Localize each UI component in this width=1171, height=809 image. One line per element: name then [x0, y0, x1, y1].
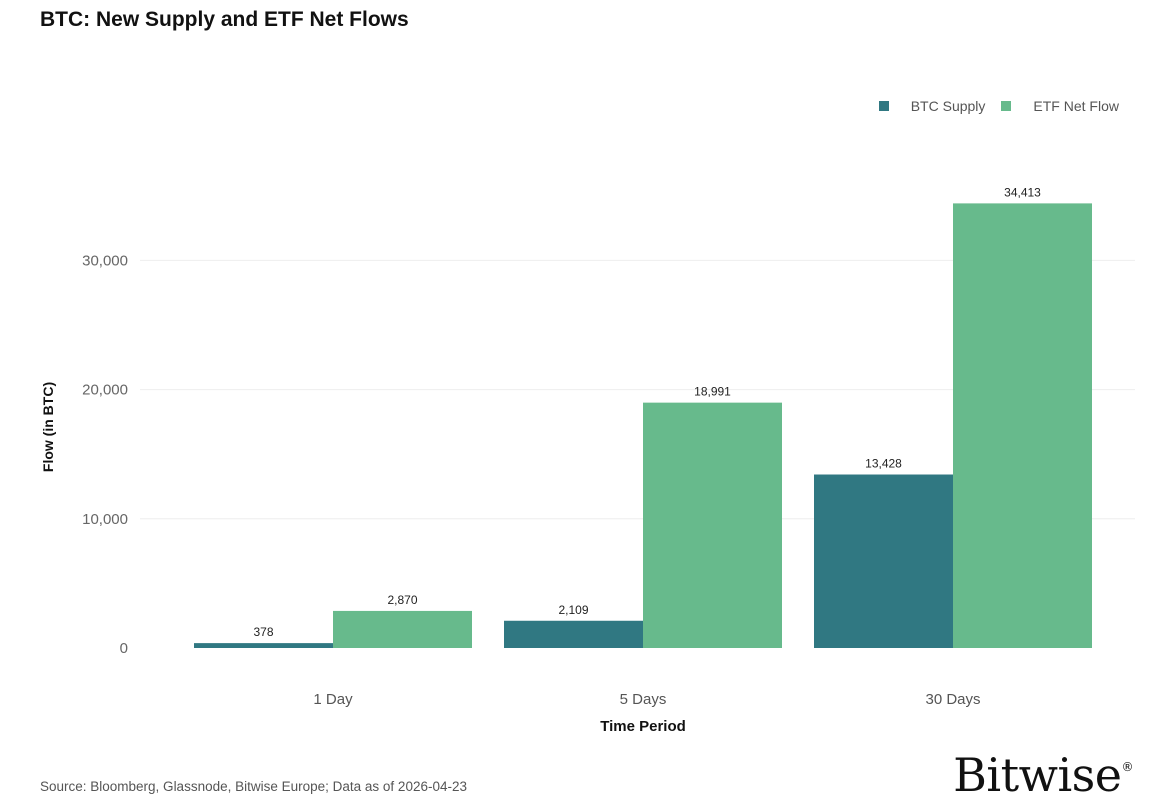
bar [953, 203, 1092, 648]
legend-swatch-etf-net-flow [1001, 101, 1012, 111]
x-tick-label: 1 Day [313, 691, 353, 708]
y-axis-title: Flow (in BTC) [40, 382, 56, 472]
data-label: 34,413 [1004, 185, 1041, 199]
bar [333, 610, 472, 648]
data-label: 2,109 [558, 603, 588, 617]
data-label: 18,991 [694, 385, 731, 399]
legend-label-etf-net-flow: ETF Net Flow [1033, 98, 1119, 114]
legend-item-etf-net-flow: ETF Net Flow [1001, 98, 1119, 114]
y-tick-label: 0 [120, 640, 128, 657]
data-label: 13,428 [865, 457, 902, 471]
registered-mark: ® [1121, 760, 1134, 774]
x-tick-label: 30 Days [925, 691, 980, 708]
legend-swatch-btc-supply [878, 101, 889, 111]
bar [814, 474, 953, 648]
data-label: 2,870 [387, 593, 417, 607]
bar [643, 402, 782, 648]
bitwise-logo: Bitwise® [953, 748, 1133, 802]
bar [194, 643, 333, 648]
legend: BTC Supply ETF Net Flow [878, 98, 1119, 114]
y-tick-label: 20,000 [82, 382, 128, 399]
x-tick-label: 5 Days [620, 691, 667, 708]
legend-label-btc-supply: BTC Supply [910, 98, 986, 114]
data-label: 378 [253, 625, 273, 639]
source-note: Source: Bloomberg, Glassnode, Bitwise Eu… [40, 779, 467, 794]
chart-title: BTC: New Supply and ETF Net Flows [40, 8, 409, 31]
y-tick-label: 10,000 [82, 511, 128, 528]
logo-text: Bitwise [953, 748, 1122, 802]
legend-item-btc-supply: BTC Supply [878, 98, 986, 114]
bar [504, 620, 643, 648]
x-axis-title: Time Period [600, 718, 686, 735]
y-tick-label: 30,000 [82, 252, 128, 269]
